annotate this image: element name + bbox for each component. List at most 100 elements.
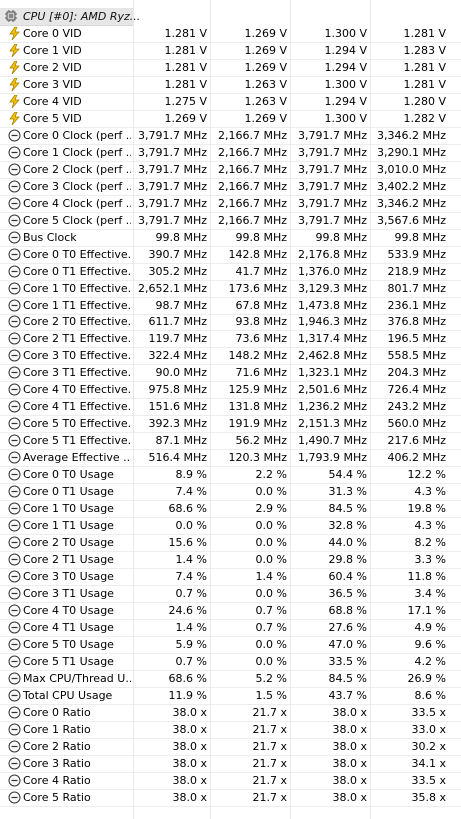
sensor-row[interactable]: Max CPU/Thread U... 68.6 % 5.2 % 84.5 % 26.9… [0,670,461,687]
sensor-row[interactable]: Core 1 T0 Effective... 2,652.1 MHz 173.6 M… [0,280,461,297]
row-divider [0,585,461,586]
current-value: 1.281 V [164,78,207,91]
current-value: 7.4 % [175,485,207,498]
sensor-row[interactable]: Core 5 Clock (perf ... 3,791.7 MHz 2,166.7… [0,212,461,229]
maximum-value: 36.5 % [328,587,367,600]
current-value: 68.6 % [168,502,207,515]
gauge-icon [8,638,21,651]
sensor-row[interactable]: Core 0 T1 Usage 7.4 % 0.0 % 31.3 % 4.3 % [0,483,461,500]
sensor-label: Core 3 Ratio [23,757,91,770]
gauge-icon [8,570,21,583]
sensor-row[interactable]: Core 3 Ratio 38.0 x 21.7 x 38.0 x 34.1 x [0,755,461,772]
minimum-value: 73.6 MHz [235,332,287,345]
sensor-row[interactable]: Core 4 Clock (perf ... 3,791.7 MHz 2,166.7… [0,195,461,212]
sensor-row[interactable]: Core 2 T1 Effective... 119.7 MHz 73.6 MHz 1… [0,330,461,347]
sensor-label: Core 5 Ratio [23,791,91,804]
sensor-row[interactable]: Core 2 Clock (perf ... 3,791.7 MHz 2,166.7… [0,161,461,178]
gauge-icon [8,587,21,600]
sensor-label: Bus Clock [23,231,77,244]
average-value: 8.6 % [414,689,446,702]
sensor-row[interactable]: Core 1 T0 Usage 68.6 % 2.9 % 84.5 % 19.8 % [0,500,461,517]
gauge-icon [8,689,21,702]
gauge-icon [8,757,21,770]
sensor-row[interactable]: Core 3 T1 Effective... 90.0 MHz 71.6 MHz 1,… [0,364,461,381]
sensor-row[interactable]: Core 3 VID 1.281 V 1.263 V 1.300 V 1.281 V [0,76,461,93]
sensor-row[interactable]: Core 4 VID 1.275 V 1.263 V 1.294 V 1.280 V [0,93,461,110]
maximum-value: 38.0 x [332,791,368,804]
sensor-row[interactable]: Core 2 VID 1.281 V 1.269 V 1.294 V 1.281 V [0,59,461,76]
average-value: 3,346.2 MHz [376,197,446,210]
maximum-value: 44.0 % [328,536,367,549]
minimum-value: 21.7 x [252,706,288,719]
minimum-value: 131.8 MHz [228,400,287,413]
sensor-row[interactable]: Core 0 Clock (perf ... 3,791.7 MHz 2,166.7… [0,127,461,144]
sensor-row[interactable]: Core 5 T1 Effective... 87.1 MHz 56.2 MHz 1,… [0,432,461,449]
sensor-row[interactable]: Core 5 Ratio 38.0 x 21.7 x 38.0 x 35.8 x [0,789,461,806]
minimum-value: 21.7 x [252,774,288,787]
maximum-value: 1.294 V [324,95,367,108]
sensor-row[interactable]: Core 1 Clock (perf ... 3,791.7 MHz 2,166.7… [0,144,461,161]
sensor-row[interactable]: Bus Clock 99.8 MHz 99.8 MHz 99.8 MHz 99.8 MH… [0,229,461,246]
average-value: 1.281 V [403,27,446,40]
sensor-row[interactable]: Core 2 T0 Usage 15.6 % 0.0 % 44.0 % 8.2 % [0,534,461,551]
sensor-label: Total CPU Usage [23,689,113,702]
row-divider [0,789,461,790]
average-value: 9.6 % [414,638,446,651]
sensor-row[interactable]: Total CPU Usage 11.9 % 1.5 % 43.7 % 8.6 % [0,687,461,704]
sensor-row[interactable]: Core 3 T0 Usage 7.4 % 1.4 % 60.4 % 11.8 % [0,568,461,585]
minimum-value: 99.8 MHz [235,231,287,244]
sensor-row[interactable]: Core 0 VID 1.281 V 1.269 V 1.300 V 1.281 V [0,25,461,42]
average-value: 3,290.1 MHz [376,146,446,159]
average-value: 801.7 MHz [387,282,446,295]
sensor-row[interactable]: Core 4 Ratio 38.0 x 21.7 x 38.0 x 33.5 x [0,772,461,789]
sensor-row[interactable]: Core 0 T0 Usage 8.9 % 2.2 % 54.4 % 12.2 % [0,466,461,483]
row-divider [0,330,461,331]
sensor-row[interactable]: Core 3 T0 Effective... 322.4 MHz 148.2 MHz… [0,347,461,364]
maximum-value: 1,946.3 MHz [297,315,367,328]
sensor-row[interactable]: Core 3 T1 Usage 0.7 % 0.0 % 36.5 % 3.4 % [0,585,461,602]
cpu-group-header[interactable]: CPU [#0]: AMD Ryz... [0,8,140,26]
maximum-value: 2,501.6 MHz [297,383,367,396]
sensor-row[interactable]: Core 1 T1 Effective... 98.7 MHz 67.8 MHz 1,… [0,297,461,314]
sensor-row[interactable]: Average Effective ... 516.4 MHz 120.3 MHz 1… [0,449,461,466]
sensor-row[interactable]: Core 5 VID 1.269 V 1.269 V 1.300 V 1.282 V [0,110,461,127]
average-value: 204.3 MHz [387,366,446,379]
minimum-value: 0.0 % [255,638,287,651]
sensor-label: Core 2 T1 Effective... [23,332,131,345]
sensor-row[interactable]: Core 5 T0 Effective... 392.3 MHz 191.9 MHz… [0,415,461,432]
sensor-row[interactable]: Core 0 Ratio 38.0 x 21.7 x 38.0 x 33.5 x [0,704,461,721]
sensor-row[interactable]: Core 0 T0 Effective... 390.7 MHz 142.8 MHz… [0,246,461,263]
gauge-icon [8,655,21,668]
minimum-value: 0.0 % [255,587,287,600]
sensor-row[interactable]: Core 5 T1 Usage 0.7 % 0.0 % 33.5 % 4.2 % [0,653,461,670]
sensor-row[interactable]: Core 2 T0 Effective... 611.7 MHz 93.8 MHz 1… [0,313,461,330]
sensor-row[interactable]: Core 1 T1 Usage 0.0 % 0.0 % 32.8 % 4.3 % [0,517,461,534]
current-value: 1.281 V [164,61,207,74]
sensor-row[interactable]: Core 4 T0 Effective... 975.8 MHz 125.9 MHz… [0,381,461,398]
sensor-label: Core 2 VID [23,61,82,74]
average-value: 243.2 MHz [387,400,446,413]
sensor-row[interactable]: Core 4 T0 Usage 24.6 % 0.7 % 68.8 % 17.1 % [0,602,461,619]
current-value: 68.6 % [168,672,207,685]
sensor-row[interactable]: Core 5 T0 Usage 5.9 % 0.0 % 47.0 % 9.6 % [0,636,461,653]
sensor-row[interactable]: Core 3 Clock (perf ... 3,791.7 MHz 2,166.7… [0,178,461,195]
sensor-row[interactable]: Core 0 T1 Effective... 305.2 MHz 41.7 MHz 1… [0,263,461,280]
row-divider [0,721,461,722]
row-divider [0,246,461,247]
average-value: 33.5 x [411,774,447,787]
gauge-icon [8,723,21,736]
sensor-row[interactable]: Core 4 T1 Effective... 151.6 MHz 131.8 MHz… [0,398,461,415]
gauge-icon [8,129,21,142]
sensor-row[interactable]: Core 1 Ratio 38.0 x 21.7 x 38.0 x 33.0 x [0,721,461,738]
row-divider [0,432,461,433]
maximum-value: 54.4 % [328,468,367,481]
gauge-icon [8,366,21,379]
sensor-label: Core 0 T0 Effective... [23,248,131,261]
sensor-label: Max CPU/Thread U... [23,672,131,685]
current-value: 38.0 x [172,740,208,753]
sensor-row[interactable]: Core 2 Ratio 38.0 x 21.7 x 38.0 x 30.2 x [0,738,461,755]
sensor-row[interactable]: Core 1 VID 1.281 V 1.269 V 1.294 V 1.283 V [0,42,461,59]
sensor-row[interactable]: Core 2 T1 Usage 1.4 % 0.0 % 29.8 % 3.3 % [0,551,461,568]
maximum-value: 3,791.7 MHz [297,146,367,159]
sensor-row[interactable]: Core 4 T1 Usage 1.4 % 0.7 % 27.6 % 4.9 % [0,619,461,636]
